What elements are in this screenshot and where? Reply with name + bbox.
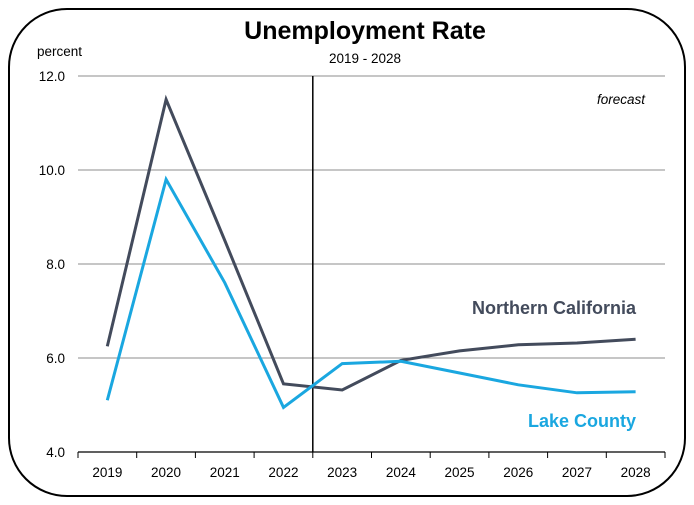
x-tick-label: 2026: [503, 465, 533, 480]
x-tick-label: 2023: [327, 465, 357, 480]
y-axis-ticks: 4.0 6.0 8.0 10.0 12.0: [39, 69, 65, 460]
y-tick-label: 4.0: [46, 445, 65, 460]
y-tick-label: 10.0: [39, 163, 65, 178]
series-lines: [105, 94, 636, 410]
x-tick-label: 2019: [92, 465, 122, 480]
series-label-northern-california: Northern California: [472, 298, 637, 318]
x-tick-label: 2027: [562, 465, 592, 480]
gridlines: [78, 75, 665, 453]
series-label-lake-county: Lake County: [528, 411, 636, 431]
x-tick-label: 2024: [386, 465, 417, 480]
x-tick-label: 2021: [210, 465, 240, 480]
chart-title: Unemployment Rate: [244, 17, 486, 45]
x-tick-label: 2025: [445, 465, 475, 480]
y-axis-label: percent: [37, 44, 82, 59]
chart-subtitle: 2019 - 2028: [329, 51, 401, 66]
x-tick-label: 2028: [621, 465, 651, 480]
y-tick-label: 8.0: [46, 257, 65, 272]
y-tick-label: 6.0: [46, 351, 65, 366]
forecast-label: forecast: [597, 92, 646, 107]
x-tick-label: 2022: [268, 465, 298, 480]
x-axis-ticks: 2019 2020 2021 2022 2023 2024 2025 2026 2027 2028: [77, 452, 666, 480]
y-tick-label: 12.0: [39, 69, 65, 84]
x-tick-label: 2020: [151, 465, 181, 480]
series-line-northern-california: [105, 94, 636, 392]
series-line-lake-county: [105, 175, 636, 410]
series-labels: Northern California Lake County: [472, 298, 637, 431]
